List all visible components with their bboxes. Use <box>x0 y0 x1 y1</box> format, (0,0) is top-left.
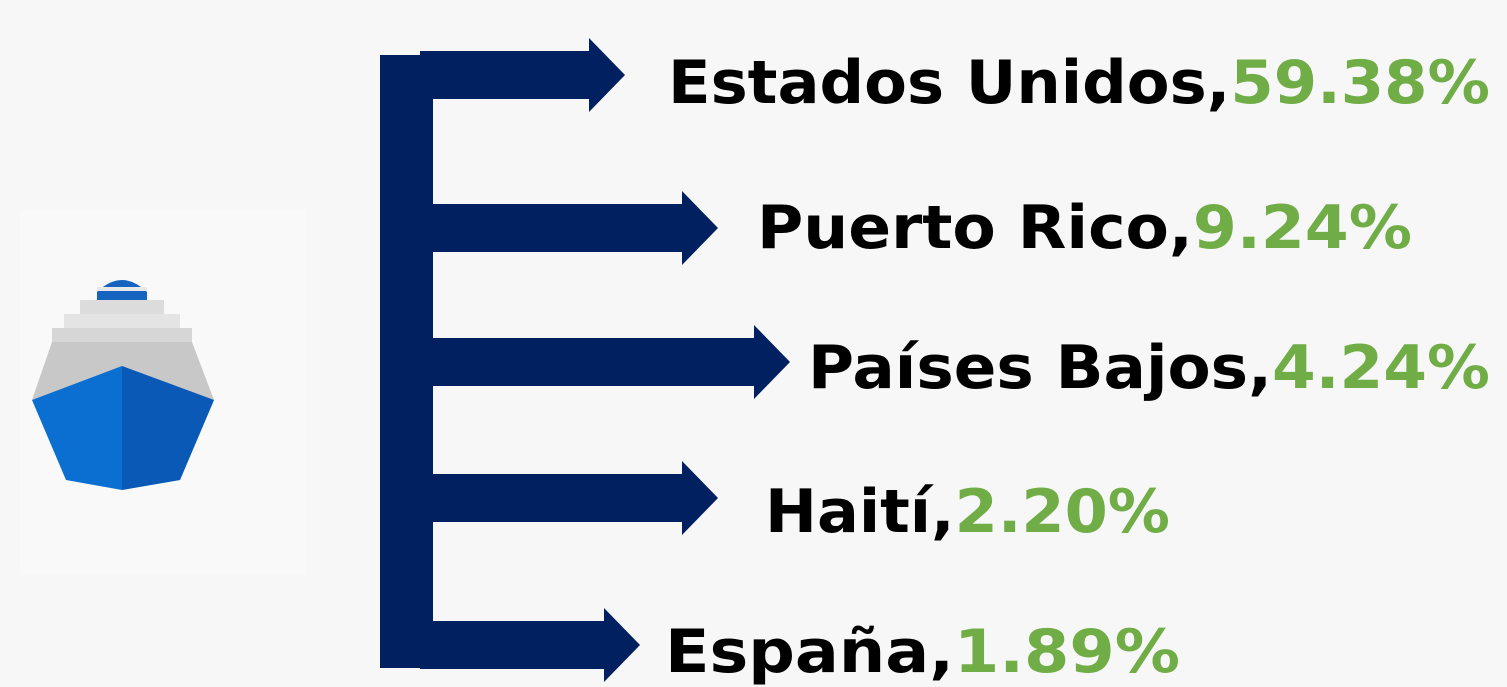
share-value: 1.89% <box>954 617 1180 687</box>
item-label: Puerto Rico ,9.24% <box>757 193 1412 263</box>
item-label: Haití,2.20% <box>765 477 1170 547</box>
ship-bow <box>32 342 214 400</box>
arrow <box>420 461 718 535</box>
arrow <box>420 325 790 399</box>
ship-deck <box>64 314 180 328</box>
country-name: Puerto Rico <box>757 193 1169 263</box>
country-name: Haití <box>765 477 935 547</box>
ship-icon <box>20 210 305 575</box>
separator: , <box>929 617 954 687</box>
separator: , <box>1169 193 1193 263</box>
ship-hull-shade <box>122 366 214 490</box>
country-name: Estados Unidos <box>668 48 1207 118</box>
share-value: 2.20% <box>955 477 1170 547</box>
separator: , <box>1207 48 1231 118</box>
item-label: Países Bajos ,4.24% <box>808 333 1490 403</box>
arrow <box>420 38 625 112</box>
separator: , <box>931 477 955 547</box>
arrow <box>420 191 718 265</box>
arrow <box>420 608 640 682</box>
branches: Estados Unidos ,59.38%Puerto Rico ,9.24%Pa… <box>420 38 1490 687</box>
ship-stripe <box>97 287 147 291</box>
item-label: España ,1.89% <box>665 617 1180 687</box>
country-name: España <box>665 617 929 687</box>
share-value: 59.38% <box>1230 48 1490 118</box>
share-value: 9.24% <box>1193 193 1412 263</box>
ship-deck <box>52 328 192 342</box>
item-label: Estados Unidos ,59.38% <box>668 48 1490 118</box>
separator: , <box>1248 333 1272 403</box>
share-value: 4.24% <box>1272 333 1490 403</box>
country-name: Países Bajos <box>808 333 1248 403</box>
ship-deck <box>80 300 164 314</box>
